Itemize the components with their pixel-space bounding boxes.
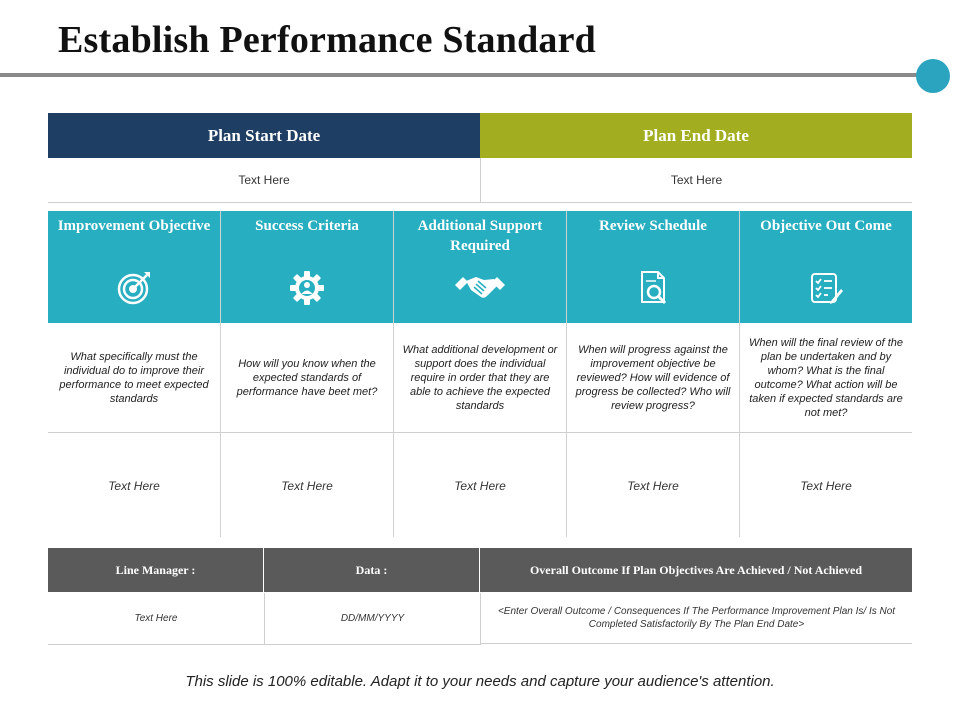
overall-outcome-header: Overall Outcome If Plan Objectives Are A…	[480, 548, 912, 592]
column-additional-support: Additional Support Required What additio…	[394, 211, 566, 537]
column-success-criteria: Success Criteria How will you kno	[221, 211, 393, 537]
objectives-grid: Improvement Objective What specifically …	[48, 211, 912, 537]
column-description: What specifically must the individual do…	[48, 323, 220, 433]
column-title: Review Schedule	[599, 218, 707, 234]
column-value[interactable]: Text Here	[800, 478, 852, 493]
checklist-icon	[811, 273, 843, 304]
column-description: What additional development or support d…	[394, 323, 566, 433]
accent-circle	[916, 59, 950, 93]
column-objective-outcome: Objective Out Come When will the final r…	[740, 211, 912, 537]
column-description: When will the final review of the plan b…	[740, 323, 912, 433]
overall-outcome-value[interactable]: <Enter Overall Outcome / Consequences If…	[481, 593, 912, 644]
line-manager-header: Line Manager :	[48, 548, 263, 592]
column-title: Success Criteria	[255, 218, 359, 234]
column-divider	[393, 211, 394, 537]
gear-person-icon	[290, 271, 324, 305]
column-title: Additional Support Required	[417, 218, 543, 254]
column-review-schedule: Review Schedule When will progress again…	[567, 211, 739, 537]
handshake-icon	[455, 277, 505, 298]
column-title: Objective Out Come	[760, 218, 892, 234]
column-value[interactable]: Text Here	[454, 478, 506, 493]
column-header: Improvement Objective	[48, 211, 220, 323]
column-value[interactable]: Text Here	[108, 478, 160, 493]
column-improvement-objective: Improvement Objective What specifically …	[48, 211, 220, 537]
column-value[interactable]: Text Here	[281, 478, 333, 493]
column-header: Additional Support Required	[394, 211, 566, 323]
column-value[interactable]: Text Here	[627, 478, 679, 493]
column-title: Improvement Objective	[57, 218, 211, 234]
column-divider	[739, 211, 740, 537]
column-description: When will progress against the improveme…	[567, 323, 739, 433]
column-header: Review Schedule	[567, 211, 739, 323]
date-value[interactable]: DD/MM/YYYY	[265, 593, 481, 645]
plan-start-date-value[interactable]: Text Here	[48, 158, 481, 203]
column-header: Success Criteria	[221, 211, 393, 323]
footer-caption: This slide is 100% editable. Adapt it to…	[185, 673, 775, 690]
column-description: How will you know when the expected stan…	[221, 323, 393, 433]
plan-start-date-header: Plan Start Date	[48, 113, 480, 158]
document-search-icon	[641, 271, 667, 305]
column-divider	[220, 211, 221, 537]
column-header: Objective Out Come	[740, 211, 912, 323]
column-divider	[566, 211, 567, 537]
data-header: Data :	[264, 548, 479, 592]
line-manager-value[interactable]: Text Here	[48, 593, 265, 645]
plan-end-date-value[interactable]: Text Here	[481, 158, 912, 203]
title-divider	[0, 73, 918, 77]
target-icon	[117, 272, 150, 305]
plan-end-date-header: Plan End Date	[480, 113, 912, 158]
page-title: Establish Performance Standard	[58, 19, 596, 61]
